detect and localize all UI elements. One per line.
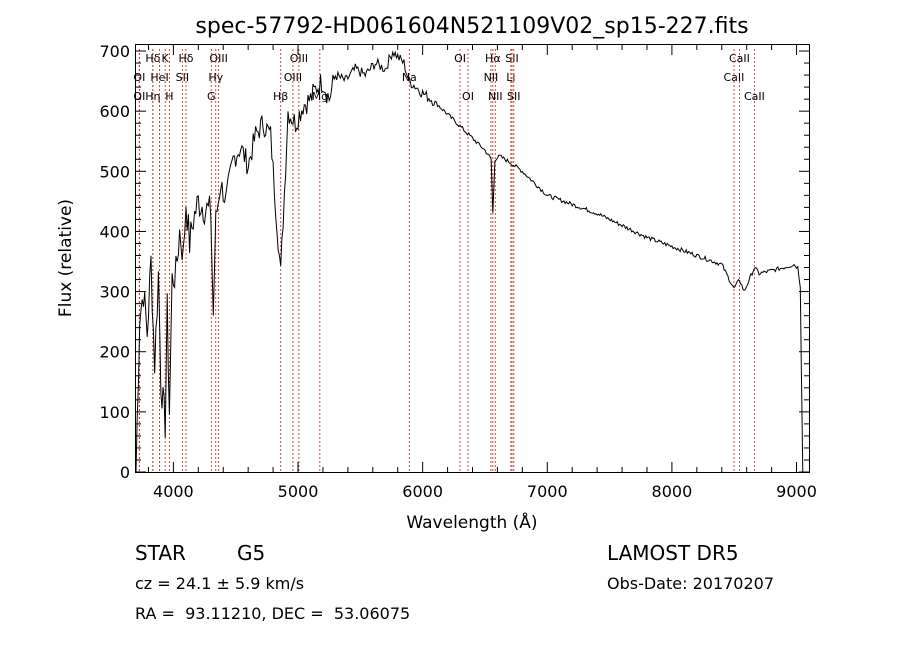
line-marker-label: Hγ xyxy=(208,71,223,84)
line-marker-label: OI xyxy=(454,52,466,65)
line-marker-label: NII xyxy=(484,71,499,84)
y-tick-label: 300 xyxy=(99,283,130,302)
x-axis-label: Wavelength (Å) xyxy=(406,511,537,533)
line-marker-label: HeI xyxy=(150,71,168,84)
y-tick-label: 400 xyxy=(99,222,130,241)
y-axis-label: Flux (relative) xyxy=(56,199,76,317)
line-marker-label: CaII xyxy=(744,90,765,103)
x-tick-label: 8000 xyxy=(652,482,693,501)
line-marker-label: OI xyxy=(462,90,474,103)
line-marker-label: OI xyxy=(133,90,145,103)
line-marker-label: SII xyxy=(507,90,520,103)
line-marker-label: Hη xyxy=(145,90,160,103)
spectrum-line xyxy=(135,50,804,473)
x-tick-label: 4000 xyxy=(153,482,194,501)
line-marker-label: K xyxy=(162,52,170,65)
y-tick-label: 500 xyxy=(99,162,130,181)
y-tick-label: 600 xyxy=(99,102,130,121)
line-marker-label: Hα xyxy=(485,52,501,65)
y-tick-label: 100 xyxy=(99,403,130,422)
line-marker-label: SII xyxy=(176,71,189,84)
y-tick-label: 200 xyxy=(99,343,130,362)
axis-ticks: 4000 5000 6000 7000 8000 9000 0 100 200 300 400 500… xyxy=(99,42,816,501)
y-tick-label: 700 xyxy=(99,42,130,61)
line-marker-label: CaII xyxy=(724,71,745,84)
line-marker-label: NII xyxy=(488,90,503,103)
x-tick-label: 9000 xyxy=(776,482,817,501)
observation-date: Obs-Date: 20170207 xyxy=(607,574,775,593)
line-marker-label: OIII xyxy=(290,52,308,65)
line-marker-label: SII xyxy=(505,52,518,65)
chart-title: spec-57792-HD061604N521109V02_sp15-227.f… xyxy=(195,14,748,39)
line-marker-label: Mg xyxy=(312,90,328,103)
spectral-subclass: G5 xyxy=(237,541,266,565)
x-tick-label: 6000 xyxy=(402,482,443,501)
line-marker-label: Hβ xyxy=(273,90,288,103)
star-type: STAR xyxy=(135,541,186,565)
plot-frame xyxy=(135,44,810,473)
line-marker-label: Hδ xyxy=(178,52,193,65)
line-marker-label: G xyxy=(207,90,216,103)
coordinates: RA = 93.11210, DEC = 53.06075 xyxy=(135,604,411,623)
line-marker-label: CaII xyxy=(729,52,750,65)
y-tick-label: 0 xyxy=(120,463,130,482)
line-marker-label: OIII xyxy=(209,52,227,65)
line-marker-label: Li xyxy=(506,71,515,84)
line-marker-label: H xyxy=(165,90,173,103)
redshift-cz: cz = 24.1 ± 5.9 km/s xyxy=(135,574,305,593)
survey-name: LAMOST DR5 xyxy=(607,541,739,565)
x-tick-label: 7000 xyxy=(527,482,568,501)
x-tick-label: 5000 xyxy=(278,482,319,501)
spectrum-series xyxy=(135,50,804,473)
line-marker-label: OIII xyxy=(284,71,302,84)
